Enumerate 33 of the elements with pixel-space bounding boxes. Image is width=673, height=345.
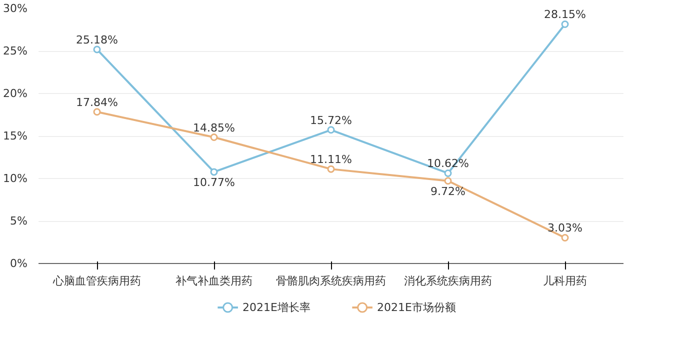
point xyxy=(444,169,452,177)
data-label: 25.18% xyxy=(76,33,118,46)
data-label: 10.77% xyxy=(193,176,235,189)
point xyxy=(561,20,569,28)
point xyxy=(327,165,335,173)
point xyxy=(444,177,452,185)
data-label: 17.84% xyxy=(76,96,118,109)
point xyxy=(561,234,569,242)
x-tick-label: 补气补血类用药 xyxy=(176,274,252,288)
y-tick-label: 25% xyxy=(3,44,28,58)
legend-label: 2021E市场份额 xyxy=(377,301,456,314)
data-label: 9.72% xyxy=(430,184,466,198)
data-label: 3.03% xyxy=(548,222,582,235)
point xyxy=(93,46,101,54)
y-tick-label: 10% xyxy=(3,172,28,185)
y-tick-label: 20% xyxy=(3,87,28,100)
data-label: 14.85% xyxy=(193,121,235,134)
point xyxy=(327,126,335,134)
x-tick-label: 儿科用药 xyxy=(543,274,587,288)
point xyxy=(93,108,101,116)
data-label: 28.15% xyxy=(544,8,586,22)
legend-label: 2021E增长率 xyxy=(242,301,311,314)
y-tick-label: 15% xyxy=(3,130,28,142)
y-tick-label: 0% xyxy=(10,257,28,270)
y-tick-label: 5% xyxy=(10,214,28,228)
data-label: 11.11% xyxy=(310,153,352,166)
point xyxy=(210,134,218,142)
x-tick-label: 消化系统疾病用药 xyxy=(404,274,492,288)
point xyxy=(210,168,218,176)
y-tick-label: 30% xyxy=(3,2,28,15)
x-tick-label: 心脑血管疾病用药 xyxy=(52,274,141,288)
data-label: 15.72% xyxy=(310,114,352,127)
x-tick-label: 骨骼肌肉系统疾病用药 xyxy=(276,274,386,288)
